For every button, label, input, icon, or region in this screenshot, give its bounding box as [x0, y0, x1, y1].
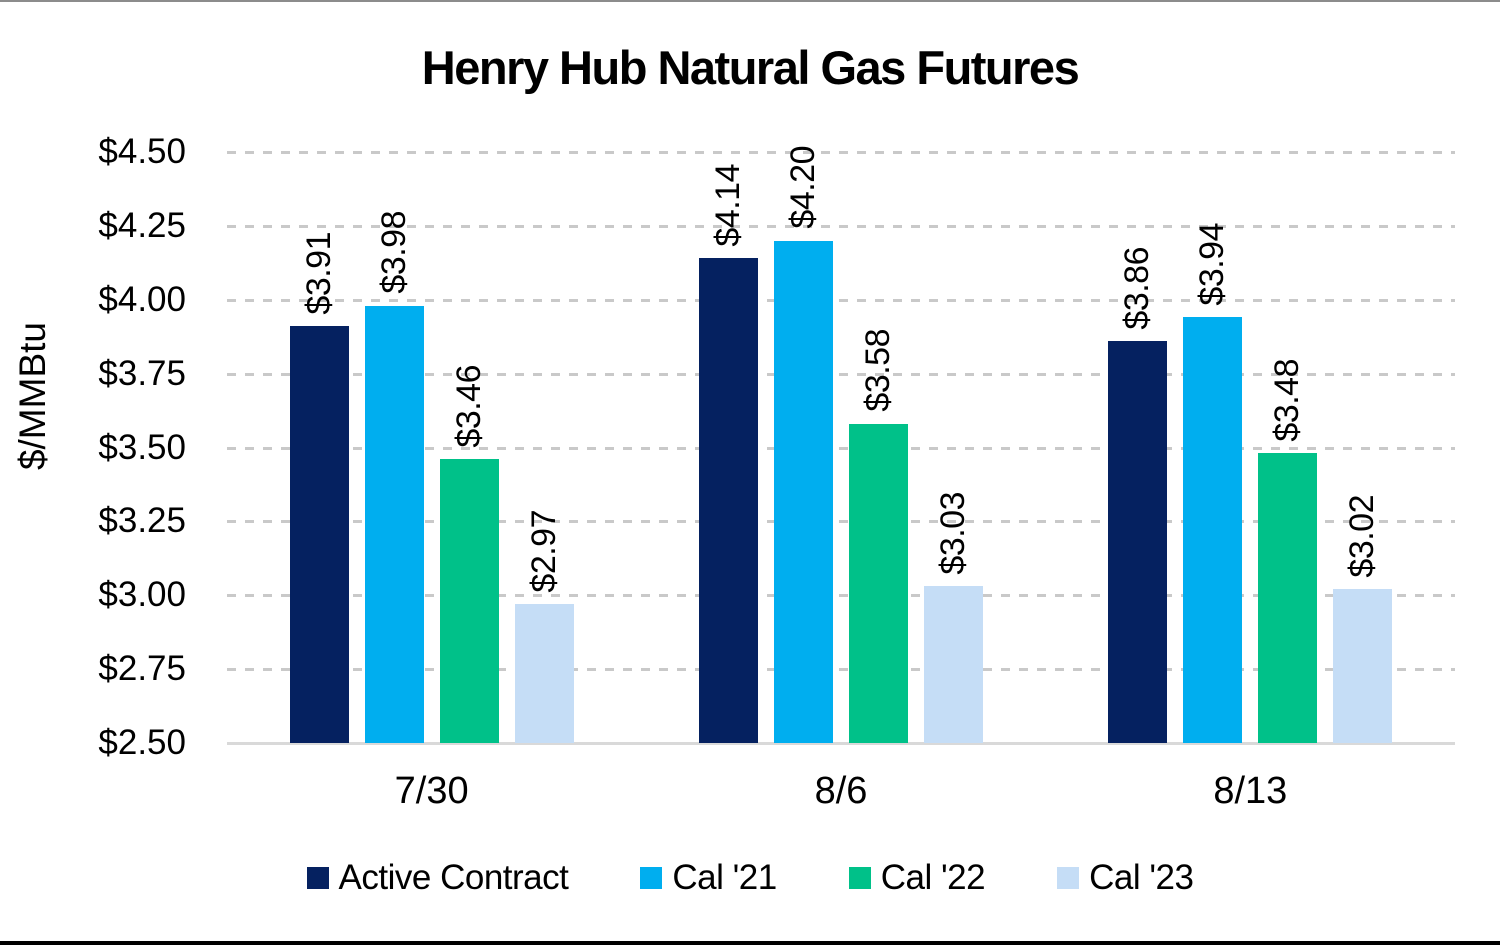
- bar-cal-23-8-13: [1333, 589, 1393, 743]
- bar-active-contract-8-6: [699, 258, 758, 743]
- bar-value-text: $3.02: [1343, 494, 1382, 578]
- top-border-line: [0, 0, 1500, 2]
- bar-value-label-cal-22-8-13: $3.48: [1266, 359, 1310, 442]
- bar-value-text: $3.86: [1118, 246, 1157, 330]
- legend-label-cal-23: Cal '23: [1089, 858, 1194, 897]
- bar-value-label-cal-22-7-30: $3.46: [447, 365, 491, 448]
- bar-value-text: $3.58: [859, 329, 897, 412]
- bar-cal-21-7-30: [364, 305, 424, 743]
- bar-value-text: $3.03: [934, 491, 972, 575]
- bar-cal-22-7-30: [439, 459, 499, 743]
- x-tick-label-8-6: 8/6: [814, 770, 868, 812]
- legend-swatch-active-contract: [306, 867, 329, 889]
- bar-value-text: $3.91: [299, 231, 338, 315]
- y-tick-label-4-00: $4.00: [98, 279, 186, 319]
- legend-swatch-cal-22: [848, 867, 871, 889]
- bar-value-text: $4.14: [709, 163, 747, 247]
- legend-item-cal-21: Cal '21: [640, 858, 777, 898]
- legend-item-active-contract: Active Contract: [306, 858, 569, 898]
- bar-value-text: $3.98: [374, 211, 413, 294]
- y-tick-label-4-50: $4.50: [98, 132, 186, 171]
- bar-cal-21-8-13: [1183, 317, 1243, 743]
- x-axis-baseline: [227, 742, 1455, 745]
- bar-cal-22-8-6: [849, 423, 908, 743]
- gridline-3-50: [227, 446, 1455, 450]
- legend-item-cal-22: Cal '22: [848, 858, 986, 898]
- gridline-3-75: [227, 372, 1455, 376]
- legend-swatch-cal-21: [640, 867, 663, 889]
- legend-item-cal-23: Cal '23: [1057, 858, 1194, 898]
- y-tick-label-3-75: $3.75: [98, 353, 186, 393]
- bar-cal-22-8-13: [1258, 453, 1318, 743]
- gridline-2-75: [227, 668, 1455, 672]
- bar-value-label-cal-23-7-30: $2.97: [522, 510, 566, 593]
- bar-value-text: $2.97: [524, 509, 563, 593]
- gridline-4-00: [227, 298, 1455, 302]
- chart-title: Henry Hub Natural Gas Futures: [421, 41, 1080, 94]
- bar-value-text: $3.46: [449, 364, 488, 448]
- bottom-border-line: [0, 941, 1500, 945]
- gridline-3-00: [227, 594, 1455, 598]
- bar-value-text: $3.94: [1193, 222, 1232, 306]
- bar-value-label-cal-21-7-30: $3.98: [372, 211, 416, 294]
- bar-cal-23-7-30: [514, 604, 574, 743]
- bar-value-label-cal-21-8-6: $4.20: [782, 146, 826, 229]
- gridline-3-25: [227, 520, 1455, 524]
- bar-active-contract-7-30: [289, 326, 349, 743]
- legend: Active Contract Cal '21 Cal '22 Cal '23: [0, 858, 1500, 898]
- bar-value-label-active-contract-8-13: $3.86: [1116, 247, 1160, 330]
- gridline-4-50: [227, 151, 1455, 154]
- x-tick-label-7-30: 7/30: [394, 770, 469, 812]
- legend-label-cal-21: Cal '21: [672, 858, 777, 897]
- y-tick-label-3-50: $3.50: [98, 427, 186, 467]
- y-tick-label-3-00: $3.00: [98, 575, 186, 615]
- y-tick-label-4-25: $4.25: [98, 205, 186, 245]
- bar-value-text: $4.20: [784, 146, 822, 229]
- bar-value-label-cal-23-8-13: $3.02: [1341, 495, 1385, 578]
- bar-value-label-cal-23-8-6: $3.03: [932, 492, 976, 575]
- bar-value-label-active-contract-7-30: $3.91: [297, 232, 341, 315]
- bar-active-contract-8-13: [1108, 341, 1168, 743]
- bar-value-label-active-contract-8-6: $4.14: [707, 164, 751, 247]
- bar-value-text: $3.48: [1268, 358, 1307, 442]
- x-tick-label-8-13: 8/13: [1213, 770, 1288, 812]
- legend-swatch-cal-23: [1057, 867, 1080, 889]
- legend-label-active-contract: Active Contract: [338, 858, 569, 897]
- bar-cal-21-8-6: [774, 240, 833, 743]
- gridline-4-25: [227, 224, 1455, 228]
- bar-cal-23-8-6: [924, 586, 983, 743]
- bar-value-label-cal-22-8-6: $3.58: [857, 329, 901, 412]
- bar-value-label-cal-21-8-13: $3.94: [1191, 223, 1235, 306]
- legend-label-cal-22: Cal '22: [880, 858, 986, 897]
- y-tick-label-2-75: $2.75: [98, 649, 186, 689]
- y-tick-label-3-25: $3.25: [98, 501, 186, 541]
- y-tick-label-2-50: $2.50: [98, 723, 186, 762]
